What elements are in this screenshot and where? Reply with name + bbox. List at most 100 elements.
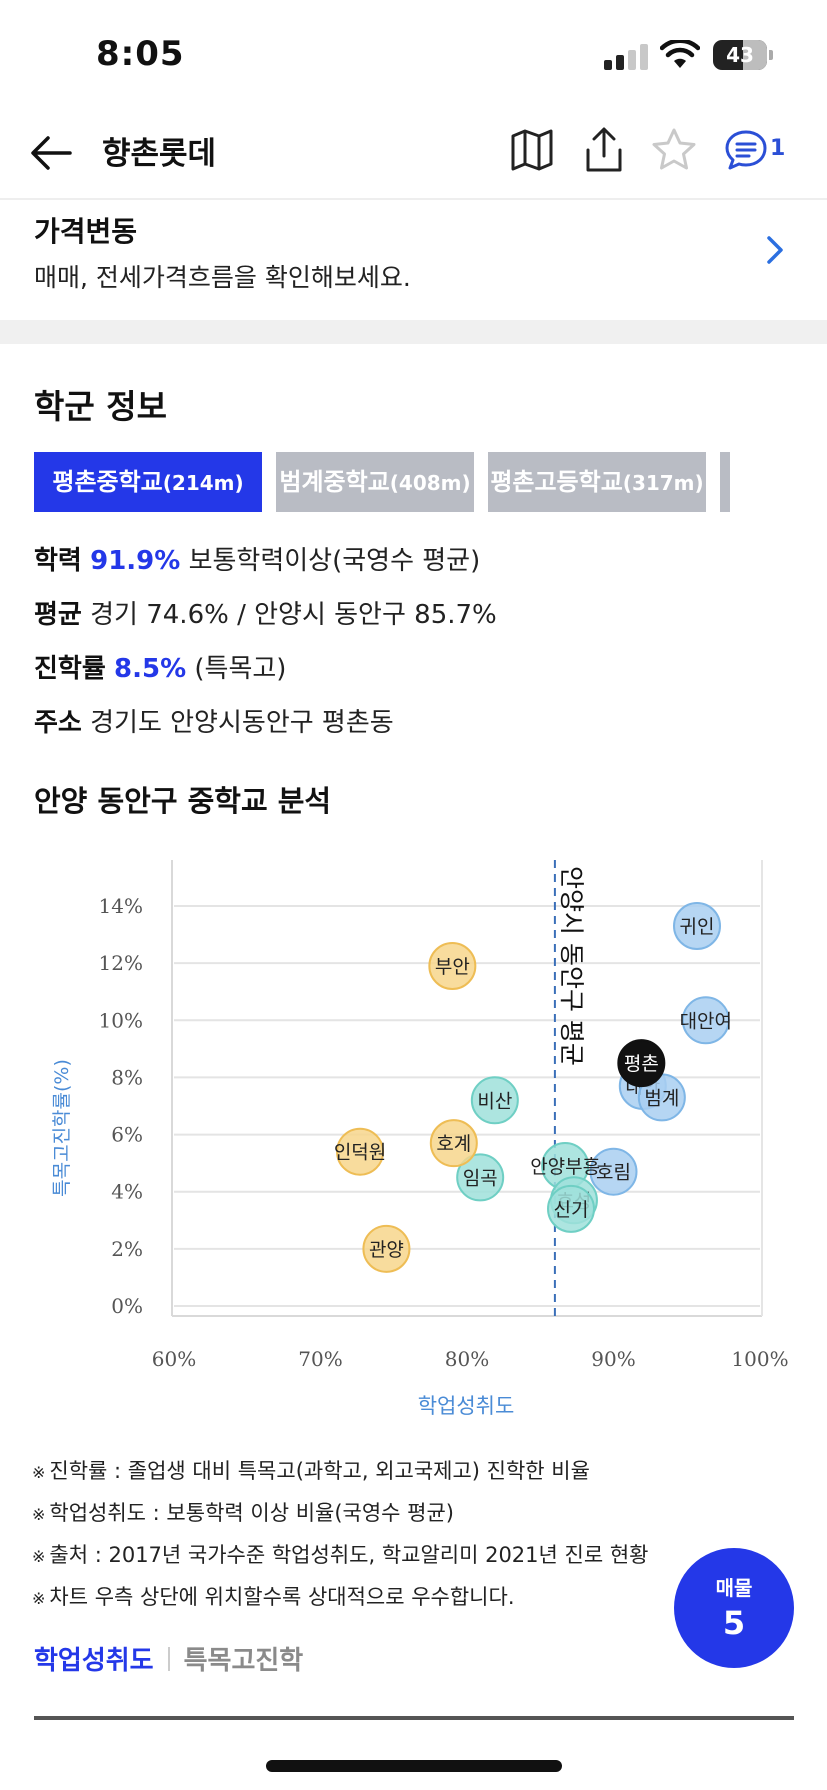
- x-tick-label: 80%: [445, 1347, 489, 1371]
- tab-beomgye-middle[interactable]: 범계중학교(408m): [276, 452, 474, 512]
- tab-label: 범계중학교: [279, 468, 390, 496]
- advancement-key: 진학률: [34, 654, 106, 684]
- point-귀인: [673, 902, 722, 950]
- point-label: 부안: [435, 956, 470, 978]
- point-임곡: [456, 1153, 505, 1202]
- tab-label: 평촌중학교: [52, 468, 163, 496]
- y-tick-label: 0%: [111, 1294, 143, 1318]
- price-change-row[interactable]: 가격변동 매매, 전세가격흐름을 확인해보세요.: [0, 200, 827, 320]
- reference-line: 안양시 동안구 평균: [553, 860, 586, 1316]
- note-mark: ※: [32, 1505, 46, 1524]
- tab-academic[interactable]: 학업성취도: [34, 1646, 154, 1676]
- table-top-border: [34, 1716, 794, 1720]
- chart-note: ※ 차트 우측 상단에 위치할수록 상대적으로 우수합니다.: [32, 1576, 792, 1618]
- x-tick-label: 70%: [298, 1347, 342, 1371]
- y-tick-label: 8%: [111, 1065, 143, 1089]
- point-인덕원: [336, 1127, 385, 1176]
- x-tick-labels: 60% 70% 80% 90% 100%: [152, 1347, 789, 1371]
- academic-value: 91.9%: [90, 546, 181, 576]
- battery-level: 43: [726, 43, 754, 67]
- chart-note: ※ 학업성취도 : 보통학력 이상 비율(국영수 평균): [32, 1492, 792, 1534]
- tab-distance: (214m): [162, 471, 244, 495]
- y-tick-label: 2%: [111, 1237, 143, 1261]
- x-tick-label: 100%: [731, 1347, 788, 1371]
- advancement-value: 8.5%: [114, 654, 187, 684]
- y-tick-label: 6%: [111, 1123, 143, 1147]
- tab-pyeongchon-middle[interactable]: 평촌중학교(214m): [34, 452, 262, 512]
- point-label: 비산: [477, 1090, 512, 1112]
- y-tick-label: 4%: [111, 1180, 143, 1204]
- address-desc: 경기도 안양시동안구 평촌동: [90, 708, 394, 738]
- note-text: 차트 우측 상단에 위치할수록 상대적으로 우수합니다.: [49, 1585, 515, 1609]
- note-mark: ※: [32, 1589, 46, 1608]
- point-비산: [470, 1076, 519, 1125]
- status-time: 8:05: [96, 34, 185, 74]
- point-label: 호림: [596, 1162, 631, 1184]
- page-title: 향촌롯데: [102, 136, 217, 172]
- status-bar: 8:05 43: [0, 0, 827, 108]
- tab-more[interactable]: [720, 452, 730, 512]
- y-axis-label: 특목고진학률(%): [51, 1059, 73, 1197]
- point-label: 평촌: [624, 1053, 659, 1075]
- data-points: 귀인대안여대안범계호림안양부흥효성신기비산임곡부안호계인덕원관양평촌: [334, 902, 732, 1273]
- section-divider: [0, 320, 827, 344]
- point-label: 범계: [644, 1087, 679, 1109]
- point-label: 신기: [554, 1199, 589, 1221]
- note-text: 학업성취도 : 보통학력 이상 비율(국영수 평균): [49, 1501, 455, 1525]
- average-row: 평균 경기 74.6% / 안양시 동안구 85.7%: [34, 594, 497, 631]
- chat-icon[interactable]: [722, 126, 770, 174]
- note-text: 진학률 : 졸업생 대비 특목고(과학고, 외고국제고) 진학한 비율: [49, 1459, 590, 1483]
- point-부안: [428, 942, 477, 990]
- school-scatter-chart: 0% 2% 4% 6% 8% 10% 12% 14% 60% 70% 80% 90% 100% 안양시…: [51, 860, 789, 1418]
- point-label: 대안여: [680, 1010, 732, 1032]
- point-대안여: [681, 996, 730, 1045]
- x-tick-label: 60%: [152, 1347, 196, 1371]
- school-tabs: 평촌중학교(214m) 범계중학교(408m) 평촌고등학교(317m): [34, 452, 827, 512]
- comment-count: 1: [770, 136, 786, 161]
- tab-special-high[interactable]: 특목고진학: [183, 1646, 304, 1676]
- map-icon[interactable]: [508, 126, 556, 174]
- home-indicator: [266, 1760, 562, 1772]
- y-tick-label: 14%: [99, 894, 143, 918]
- address-key: 주소: [34, 708, 82, 738]
- chart-note: ※ 출처 : 2017년 국가수준 학업성취도, 학교알리미 2021년 진로 현…: [32, 1534, 792, 1576]
- average-line-label: 안양시 동안구 평균: [557, 866, 586, 1066]
- point-label: 인덕원: [334, 1142, 386, 1164]
- share-icon[interactable]: [580, 126, 628, 174]
- y-tick-labels: 0% 2% 4% 6% 8% 10% 12% 14%: [99, 894, 143, 1318]
- tab-distance: (317m): [622, 471, 704, 495]
- point-label: 귀인: [680, 916, 715, 938]
- chart-note: ※ 진학률 : 졸업생 대비 특목고(과학고, 외고국제고) 진학한 비율: [32, 1450, 792, 1492]
- battery-icon: 43: [713, 40, 767, 70]
- tab-label: 평촌고등학교: [490, 468, 623, 496]
- note-mark: ※: [32, 1547, 46, 1566]
- chart-notes: ※ 진학률 : 졸업생 대비 특목고(과학고, 외고국제고) 진학한 비율 ※ 학업성…: [32, 1450, 792, 1618]
- listing-button[interactable]: 매물 5: [674, 1548, 794, 1668]
- point-호계: [429, 1119, 478, 1168]
- x-tick-label: 90%: [591, 1347, 635, 1371]
- tab-separator: [167, 1647, 170, 1671]
- back-arrow-icon[interactable]: [28, 130, 74, 176]
- point-관양: [362, 1224, 411, 1273]
- ranking-tabs: 학업성취도 특목고진학: [34, 1640, 303, 1680]
- chevron-right-icon: [767, 236, 783, 264]
- academic-key: 학력: [34, 546, 82, 576]
- tab-pyeongchon-high[interactable]: 평촌고등학교(317m): [488, 452, 706, 512]
- cellular-signal-icon: [604, 44, 648, 70]
- academic-row: 학력 91.9% 보통학력이상(국영수 평균): [34, 540, 480, 577]
- point-label: 임곡: [463, 1167, 498, 1189]
- battery-tip: [769, 50, 773, 60]
- price-change-subtitle: 매매, 전세가격흐름을 확인해보세요.: [34, 263, 411, 292]
- school-section-title: 학군 정보: [34, 387, 167, 426]
- top-nav: 향촌롯데 1: [0, 108, 827, 200]
- star-icon[interactable]: [650, 126, 698, 174]
- wifi-icon: [660, 40, 700, 68]
- point-label: 관양: [369, 1239, 404, 1261]
- average-desc: 경기 74.6% / 안양시 동안구 85.7%: [90, 600, 497, 630]
- analysis-title: 안양 동안구 중학교 분석: [34, 784, 332, 818]
- point-호림: [589, 1147, 638, 1196]
- x-axis-label: 학업성취도: [418, 1394, 515, 1418]
- point-평촌: [617, 1039, 666, 1088]
- note-mark: ※: [32, 1463, 46, 1482]
- point-신기: [547, 1184, 596, 1233]
